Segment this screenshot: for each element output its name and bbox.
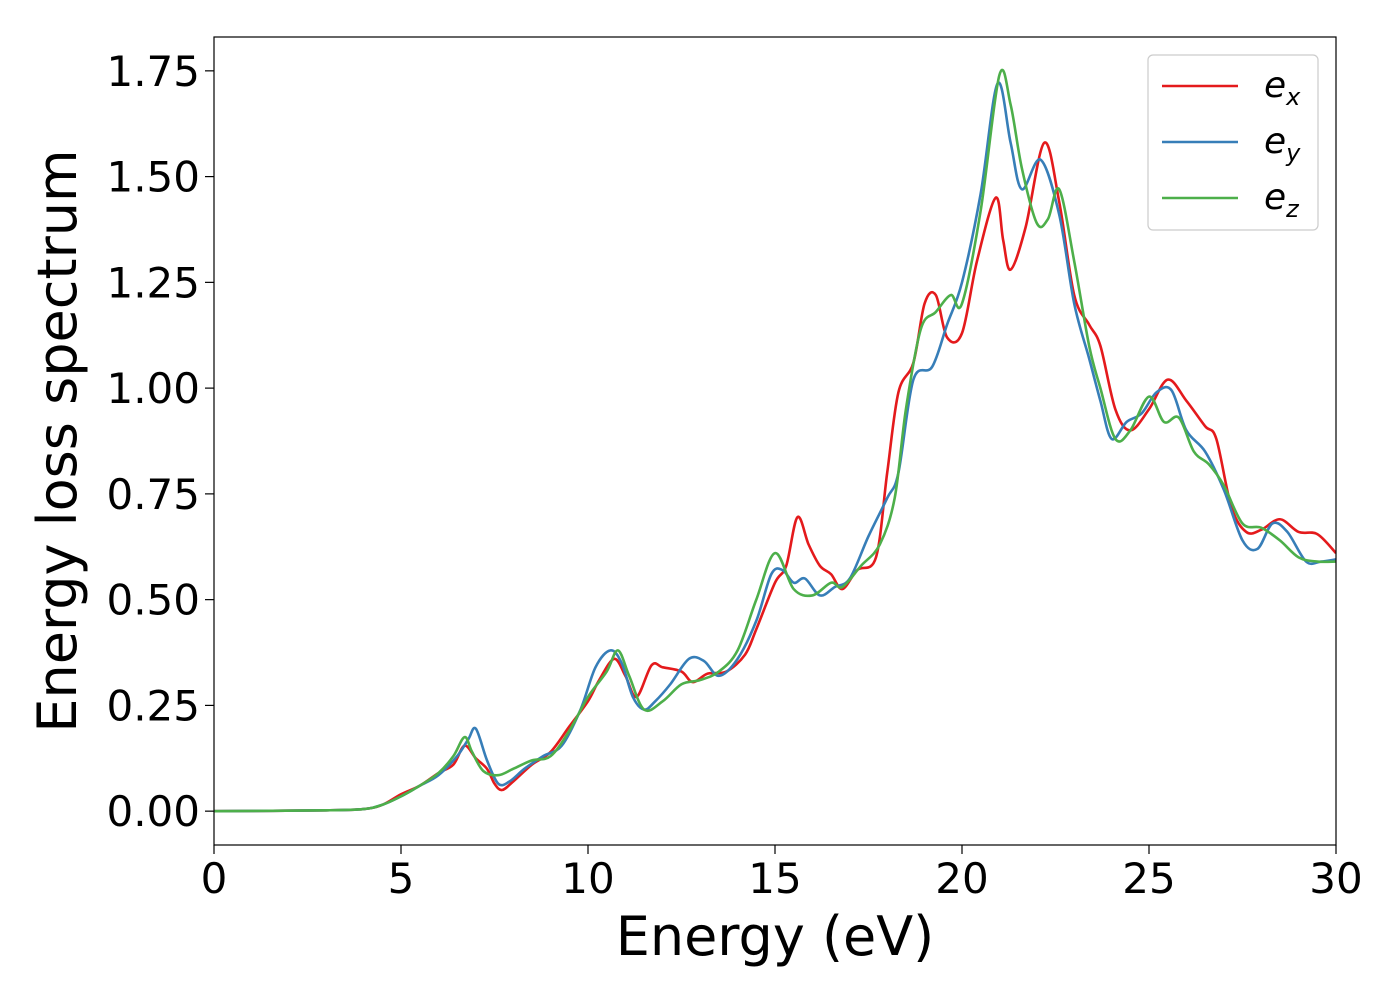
x-tick-label: 30 [1309,854,1362,903]
x-axis-title: Energy (eV) [616,905,935,968]
series-layer [214,68,1336,813]
x-tick-label: 20 [935,854,988,903]
x-tick-label: 25 [1122,854,1175,903]
axes-layer: 0 5 10 15 20 25 30 0.00 0.25 0.50 0.75 1.00 1.25 1.50… [106,36,1363,903]
x-tick-label: 5 [388,854,415,903]
y-tick-label: 0.50 [106,576,200,625]
y-tick-label: 1.75 [106,47,200,96]
y-tick-label: 0.00 [106,787,200,836]
y-tick-label: 1.50 [106,153,200,202]
legend-label-y: ey [1264,121,1301,167]
y-tick-label: 1.00 [106,364,200,413]
series-line-y [214,81,1336,813]
legend-label-z: ez [1264,177,1300,223]
series-line-z [214,68,1336,813]
x-tick-label: 15 [748,854,801,903]
y-tick-label: 1.25 [106,258,200,307]
x-tick-label: 10 [561,854,614,903]
y-tick-label: 0.75 [106,470,200,519]
series-line-x [214,141,1336,813]
y-tick-label: 0.25 [106,681,200,730]
x-tick-label: 0 [201,854,228,903]
legend: ex ey ez [1147,54,1319,231]
y-axis-title: Energy loss spectrum [26,149,89,732]
legend-label-x: ex [1264,65,1301,111]
